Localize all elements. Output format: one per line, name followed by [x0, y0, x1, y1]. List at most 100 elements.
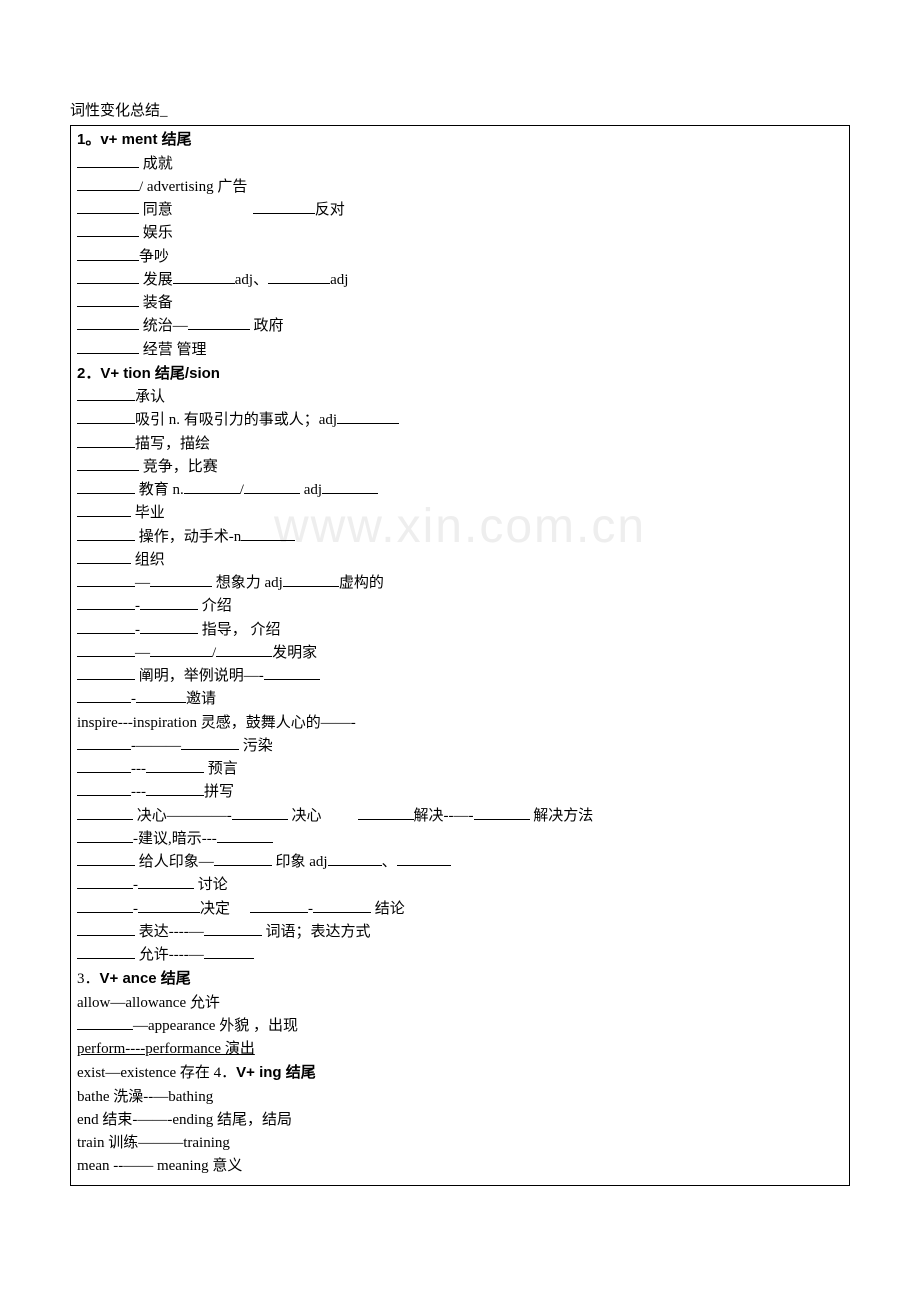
blank-field — [173, 269, 235, 284]
content-line: 成就 — [77, 153, 843, 176]
text-span: mean --—— meaning 意义 — [77, 1158, 242, 1174]
text-span: 邀请 — [186, 691, 216, 707]
text-span: — — [135, 645, 150, 661]
title-outside: 词性变化总结_ — [70, 100, 850, 123]
blank-field — [77, 526, 135, 541]
blank-field — [77, 292, 139, 307]
text-span: 娱乐 — [139, 225, 173, 241]
content-line: 2．V+ tion 结尾/sion — [77, 362, 843, 386]
blank-field — [140, 619, 198, 634]
text-span: -建议,暗示--- — [133, 831, 217, 847]
blank-field — [146, 781, 204, 796]
blank-field — [77, 153, 139, 168]
blank-field — [397, 851, 451, 866]
text-span: 3． — [77, 971, 100, 987]
content-line: 组织 — [77, 549, 843, 572]
content-line: / advertising 广告 — [77, 176, 843, 199]
content-line: 教育 n./ adj — [77, 479, 843, 502]
blank-field — [268, 269, 330, 284]
blank-field — [253, 199, 315, 214]
text-span: 虚构的 — [339, 575, 384, 591]
blank-field — [184, 479, 240, 494]
blank-field — [77, 828, 133, 843]
content-line: 描写，描绘 — [77, 433, 843, 456]
content-line: allow—allowance 允许 — [77, 992, 843, 1015]
text-span: 承认 — [135, 389, 165, 405]
blank-field — [77, 805, 133, 820]
content-line: 允许----— — [77, 944, 843, 967]
blank-field — [77, 502, 131, 517]
text-span: 决定 — [200, 901, 230, 917]
blank-field — [244, 479, 300, 494]
blank-field — [77, 386, 135, 401]
blank-field — [77, 642, 135, 657]
blank-field — [264, 665, 320, 680]
blank-field — [77, 735, 131, 750]
text-span: / advertising 广告 — [139, 179, 247, 195]
content-line: 吸引 n. 有吸引力的事或人；adj — [77, 409, 843, 432]
blank-field — [77, 781, 131, 796]
content-line: -——— 污染 — [77, 735, 843, 758]
content-line: 娱乐 — [77, 222, 843, 245]
content-line: 承认 — [77, 386, 843, 409]
blank-field — [204, 944, 254, 959]
text-span: inspire---inspiration 灵感，鼓舞人心的——- — [77, 715, 356, 731]
blank-field — [77, 874, 133, 889]
text-span: 预言 — [204, 761, 238, 777]
blank-field — [77, 619, 135, 634]
blank-field — [77, 479, 135, 494]
blank-field — [328, 851, 382, 866]
blank-field — [313, 898, 371, 913]
content-line: 发展adj、adj — [77, 269, 843, 292]
text-span: --- — [131, 761, 146, 777]
content-line: -邀请 — [77, 688, 843, 711]
text-span: 介绍 — [198, 598, 232, 614]
section-header: 1。v+ ment 结尾 — [77, 131, 192, 148]
text-span: 毕业 — [131, 505, 165, 521]
content-box: 1。v+ ment 结尾 成就/ advertising 广告 同意反对 娱乐争… — [70, 125, 850, 1185]
content-line: end 结束-——-ending 结尾，结局 — [77, 1109, 843, 1132]
content-line: --- 拼写 — [77, 781, 843, 804]
blank-field — [77, 572, 135, 587]
text-span: 拼写 — [204, 784, 234, 800]
blank-field — [77, 339, 139, 354]
blank-field — [77, 246, 139, 261]
text-span: 决心 — [288, 808, 322, 824]
text-span: 经营 管理 — [139, 342, 207, 358]
text-span: 印象 adj — [272, 854, 328, 870]
blank-field — [77, 409, 135, 424]
text-span: 词语；表达方式 — [262, 924, 371, 940]
blank-field — [77, 851, 135, 866]
content-line: 决心————- 决心解决--—- 解决方法 — [77, 805, 843, 828]
content-line: perform----performance 演出 — [77, 1038, 843, 1061]
text-span: 阐明，举例说明—- — [135, 668, 264, 684]
section-header: 2．V+ tion 结尾/sion — [77, 365, 220, 382]
content-line: 给人印象— 印象 adj、 — [77, 851, 843, 874]
text-span: 统治— — [139, 318, 188, 334]
text-span: 组织 — [131, 552, 165, 568]
text-span: V+ ance 结尾 — [100, 970, 191, 987]
text-span: adj — [330, 272, 348, 288]
content-line: - 介绍 — [77, 595, 843, 618]
blank-field — [217, 828, 273, 843]
text-span: 发明家 — [272, 645, 317, 661]
content-line: 竞争，比赛 — [77, 456, 843, 479]
text-span: 指导， 介绍 — [198, 622, 281, 638]
blank-field — [146, 758, 204, 773]
text-span: 污染 — [239, 738, 273, 754]
text-span: adj — [300, 482, 322, 498]
content-line: 3．V+ ance 结尾 — [77, 967, 843, 991]
content-line: 争吵 — [77, 246, 843, 269]
blank-field — [77, 898, 133, 913]
text-span: 决心————- — [133, 808, 232, 824]
text-span: —appearance 外貌 ，出现 — [133, 1018, 298, 1034]
blank-field — [77, 199, 139, 214]
text-span: 操作，动手术-n — [135, 529, 241, 545]
content-line: —/发明家 — [77, 642, 843, 665]
content-line: exist—existence 存在 4．V+ ing 结尾 — [77, 1061, 843, 1085]
blank-field — [214, 851, 272, 866]
blank-field — [358, 805, 414, 820]
blank-field — [232, 805, 288, 820]
content-line: inspire---inspiration 灵感，鼓舞人心的——- — [77, 712, 843, 735]
text-span: --- — [131, 784, 146, 800]
